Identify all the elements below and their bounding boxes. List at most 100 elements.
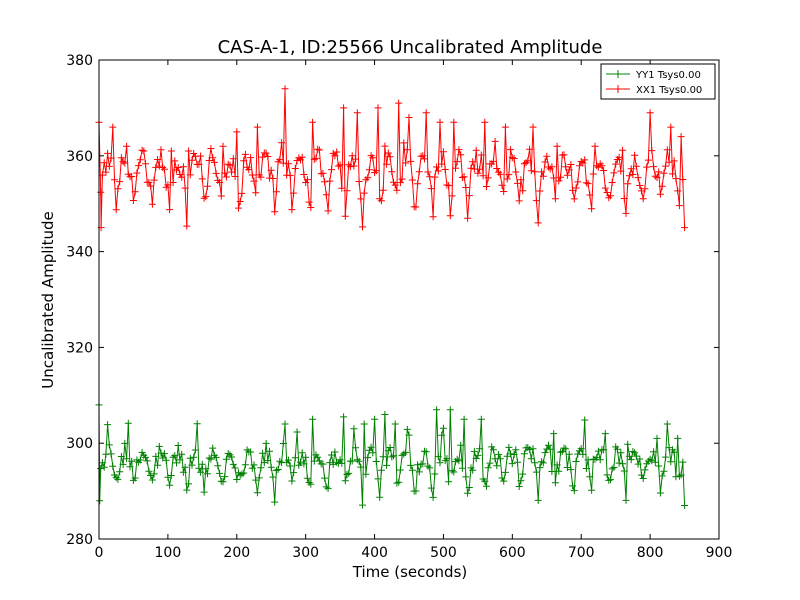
data-point	[140, 147, 148, 155]
data-point	[391, 420, 399, 428]
data-point	[341, 477, 349, 485]
data-point	[219, 478, 227, 486]
data-point	[116, 178, 124, 186]
x-tick-label: 500	[430, 545, 457, 561]
data-point	[617, 449, 625, 457]
series-0	[95, 401, 689, 509]
data-point	[247, 448, 255, 456]
data-point	[274, 466, 282, 473]
data-point	[622, 209, 630, 217]
data-point	[210, 158, 218, 166]
data-point	[377, 197, 385, 205]
data-point	[565, 166, 573, 174]
data-point	[148, 200, 156, 208]
data-point	[450, 468, 458, 476]
data-point	[202, 465, 210, 473]
data-point	[381, 142, 389, 150]
data-point	[429, 213, 437, 221]
data-point	[128, 457, 136, 465]
data-point	[632, 452, 640, 460]
data-point	[188, 461, 196, 469]
data-point	[625, 452, 633, 460]
data-point	[620, 195, 628, 202]
data-point	[154, 156, 162, 163]
data-point	[357, 195, 365, 203]
data-point	[431, 173, 439, 181]
data-point	[104, 421, 112, 429]
data-point	[207, 145, 215, 152]
data-point	[255, 474, 263, 482]
data-point	[436, 459, 444, 467]
data-point	[309, 118, 317, 126]
data-point	[345, 469, 353, 477]
data-point	[284, 160, 292, 168]
data-point	[674, 187, 682, 195]
data-point	[477, 415, 485, 423]
data-point	[364, 454, 372, 462]
data-point	[555, 177, 563, 185]
data-point	[610, 464, 618, 471]
data-point	[503, 175, 511, 183]
data-point	[204, 182, 211, 190]
data-point	[681, 502, 689, 509]
data-point	[331, 448, 339, 456]
data-point	[543, 152, 551, 160]
data-point	[266, 447, 273, 455]
data-point	[136, 456, 144, 464]
data-point	[252, 189, 260, 197]
data-point	[403, 425, 411, 433]
data-point	[281, 85, 289, 93]
data-point	[613, 445, 621, 453]
data-point	[460, 415, 468, 423]
data-point	[448, 467, 456, 475]
data-point	[123, 455, 131, 463]
data-point	[212, 169, 220, 177]
data-point	[124, 419, 132, 427]
data-point	[414, 180, 422, 188]
data-point	[658, 472, 666, 480]
data-point	[563, 171, 571, 179]
data-point	[408, 466, 416, 474]
data-point	[551, 195, 559, 203]
data-point	[388, 453, 396, 461]
data-point	[660, 169, 668, 177]
data-point	[419, 152, 427, 160]
data-point	[150, 470, 158, 478]
data-point	[350, 425, 358, 433]
data-point	[398, 175, 406, 183]
data-point	[560, 151, 568, 159]
data-point	[262, 149, 270, 157]
data-point	[183, 222, 191, 230]
y-tick-label: 360	[66, 149, 93, 165]
data-point	[484, 464, 492, 472]
data-point	[164, 473, 172, 481]
data-point	[655, 168, 663, 176]
data-point	[674, 434, 682, 442]
data-point	[305, 198, 313, 206]
data-point	[386, 444, 394, 451]
data-point	[405, 431, 413, 439]
data-point	[458, 174, 466, 181]
data-point	[427, 185, 435, 193]
data-point	[679, 176, 687, 183]
data-point	[303, 176, 311, 184]
data-point	[290, 189, 298, 197]
data-point	[104, 149, 112, 157]
data-point	[245, 166, 253, 174]
series-layer	[95, 85, 689, 509]
data-point	[317, 170, 325, 178]
legend-label: XX1 Tsys0.00	[636, 85, 702, 96]
data-point	[240, 469, 248, 477]
data-point	[231, 464, 239, 472]
data-point	[498, 181, 506, 189]
data-point	[136, 156, 144, 164]
data-point	[515, 483, 523, 490]
data-point	[123, 142, 131, 150]
data-point	[286, 462, 294, 470]
data-point	[641, 185, 649, 193]
data-point	[481, 118, 489, 126]
data-point	[672, 175, 680, 183]
data-point	[107, 154, 115, 162]
data-point	[670, 157, 678, 165]
data-point	[98, 171, 106, 179]
